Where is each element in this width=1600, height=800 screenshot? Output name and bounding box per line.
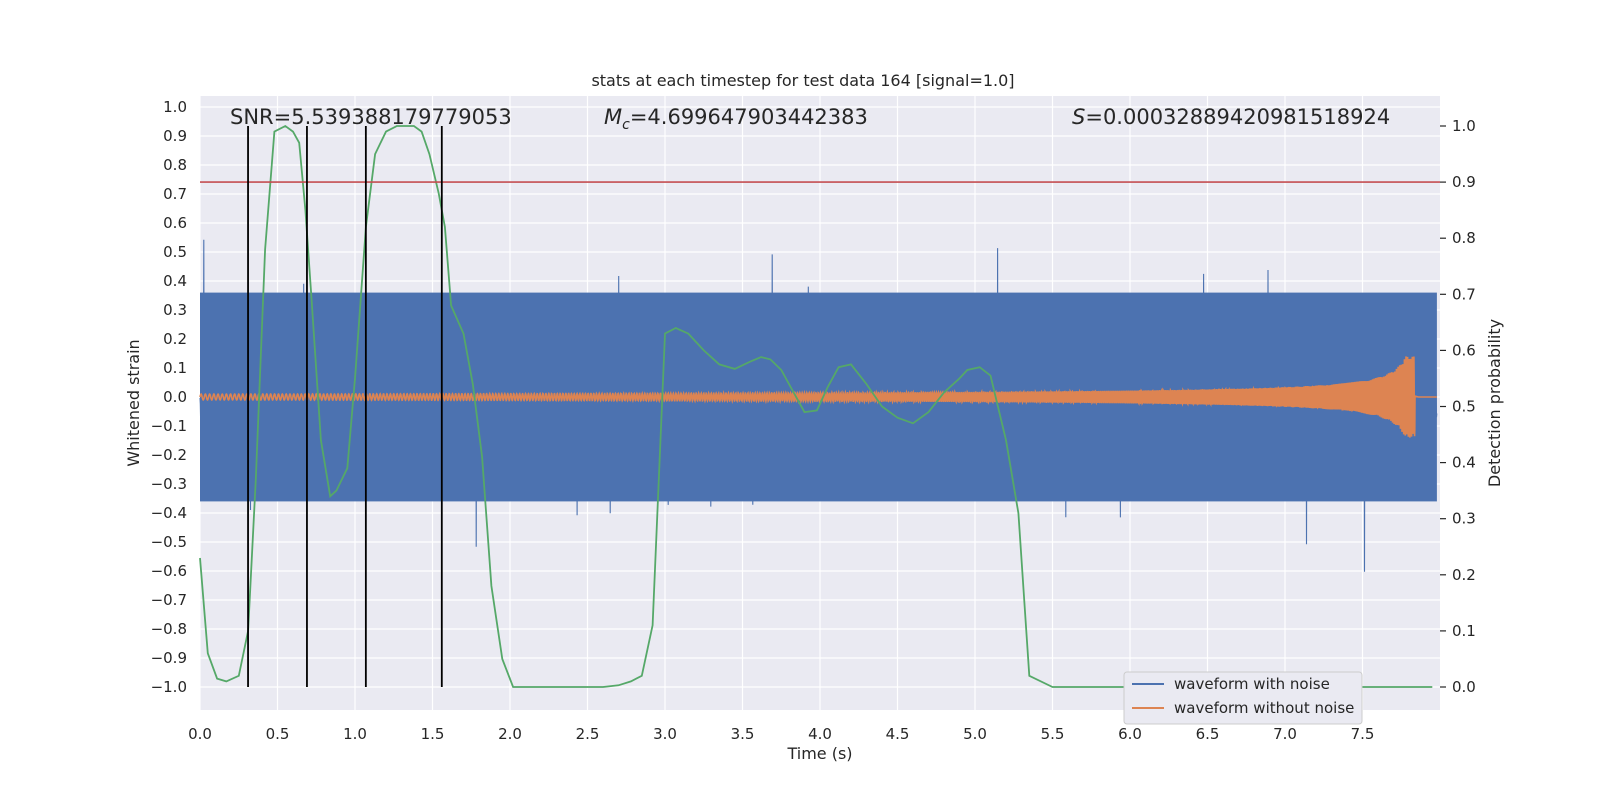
clean-waveform-series	[199, 356, 1437, 438]
y-tick-label: 0.5	[163, 243, 187, 261]
y-tick-label: 0.9	[163, 127, 187, 145]
y-tick-label: −0.4	[151, 504, 187, 522]
clean-waveform-line	[199, 356, 1437, 438]
y-right-tick-label: 0.1	[1452, 622, 1476, 640]
y-tick-label: −0.2	[151, 446, 187, 464]
x-tick-label: 1.0	[343, 725, 367, 743]
y-tick-label: −0.1	[151, 417, 187, 435]
x-tick-label: 7.0	[1273, 725, 1297, 743]
x-tick-label: 6.5	[1196, 725, 1220, 743]
x-tick-label: 3.0	[653, 725, 677, 743]
detection-probability-series	[199, 124, 1433, 688]
x-tick-label: 5.0	[963, 725, 987, 743]
x-tick-label: 4.5	[886, 725, 910, 743]
y-axis-label-left: Whitened strain	[124, 339, 143, 466]
y-right-tick-label: 0.8	[1452, 229, 1476, 247]
y-right-tick-label: 0.2	[1452, 566, 1476, 584]
y-axis-label-right: Detection probability	[1485, 319, 1504, 487]
s-annotation: S=0.00032889420981518924	[1072, 105, 1390, 129]
y-right-tick-label: 0.7	[1452, 285, 1476, 303]
s-value: =0.00032889420981518924	[1085, 105, 1390, 129]
y-tick-label: −0.9	[151, 649, 187, 667]
legend-label-noise: waveform with noise	[1174, 675, 1330, 693]
y-tick-label: 0.6	[163, 214, 187, 232]
y-axis-right: 1.0 0.9 0.8 0.7 0.6 0.5 0.4 0.3 0.2 0.1 0.0	[1440, 117, 1476, 696]
y-tick-label: −0.7	[151, 591, 187, 609]
chirp-mass-annotation: Mc=4.699647903442383	[604, 105, 868, 133]
legend-box	[1123, 671, 1363, 725]
x-tick-label: 5.5	[1041, 725, 1065, 743]
detection-probability-line	[199, 124, 1433, 688]
legend-label-clean: waveform without noise	[1174, 699, 1354, 717]
x-tick-label: 0.0	[188, 725, 212, 743]
x-axis: 0.0 0.5 1.0 1.5 2.0 2.5 3.0 3.5 4.0 4.5 5.0 5.5 6.0 6…	[188, 725, 1374, 743]
y-tick-label: −0.8	[151, 620, 187, 638]
y-right-tick-label: 0.3	[1452, 510, 1476, 528]
x-tick-label: 3.5	[731, 725, 755, 743]
x-tick-label: 6.0	[1118, 725, 1142, 743]
y-right-tick-label: 0.5	[1452, 398, 1476, 416]
chirp-mass-symbol: M	[604, 105, 622, 129]
y-right-tick-label: 1.0	[1452, 117, 1476, 135]
y-tick-label: 0.3	[163, 301, 187, 319]
y-tick-label: 0.0	[163, 388, 187, 406]
x-tick-label: 0.5	[266, 725, 290, 743]
s-symbol: S	[1072, 105, 1085, 129]
vertical-markers	[247, 126, 443, 687]
y-tick-label: −0.3	[151, 475, 187, 493]
y-tick-label: 0.1	[163, 359, 187, 377]
y-tick-label: 0.7	[163, 185, 187, 203]
y-tick-label: 0.2	[163, 330, 187, 348]
y-tick-label: −0.6	[151, 562, 187, 580]
y-tick-label: −1.0	[151, 678, 187, 696]
legend: waveform with noise waveform without noi…	[1123, 671, 1363, 725]
chirp-mass-subscript: c	[622, 117, 630, 133]
x-tick-label: 4.0	[808, 725, 832, 743]
y-tick-label: 1.0	[163, 98, 187, 116]
y-tick-label: 0.8	[163, 156, 187, 174]
chirp-mass-value: =4.699647903442383	[630, 105, 868, 129]
y-right-tick-label: 0.9	[1452, 173, 1476, 191]
snr-annotation: SNR=5.539388179779053	[230, 105, 512, 129]
y-tick-label: −0.5	[151, 533, 187, 551]
y-right-tick-label: 0.6	[1452, 341, 1476, 359]
y-tick-label: 0.4	[163, 272, 187, 290]
x-axis-label: Time (s)	[786, 744, 852, 763]
x-tick-label: 2.5	[576, 725, 600, 743]
y-right-tick-label: 0.0	[1452, 678, 1476, 696]
chart-title: stats at each timestep for test data 164…	[591, 71, 1014, 90]
x-tick-label: 7.5	[1351, 725, 1375, 743]
x-tick-label: 2.0	[498, 725, 522, 743]
x-tick-label: 1.5	[421, 725, 445, 743]
y-right-tick-label: 0.4	[1452, 454, 1476, 472]
y-axis-left: 1.0 0.9 0.8 0.7 0.6 0.5 0.4 0.3 0.2 0.1 0.0 −0.1 −0.…	[151, 98, 187, 696]
